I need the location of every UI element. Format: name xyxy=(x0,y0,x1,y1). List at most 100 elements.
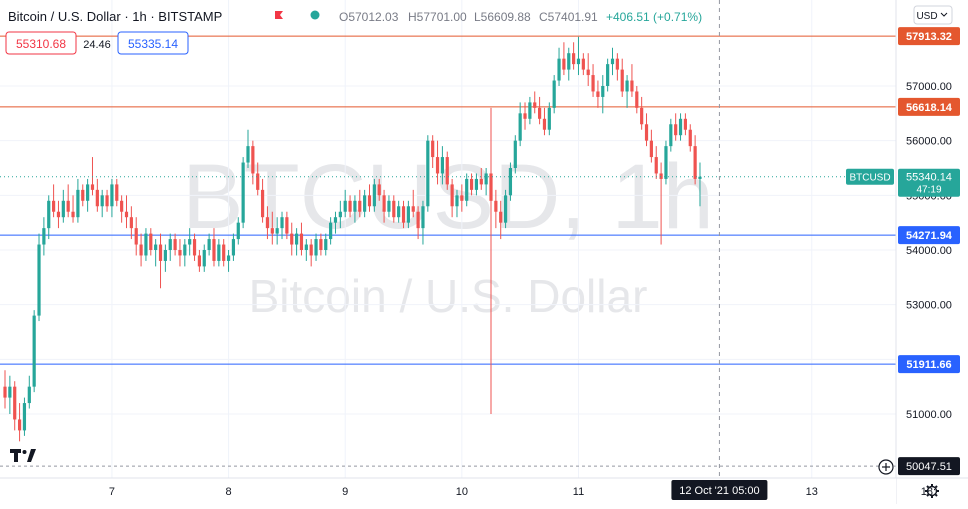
candle xyxy=(139,233,143,267)
candle-body xyxy=(178,249,182,256)
ohlc-high: H57701.00 xyxy=(408,10,467,24)
candle-body xyxy=(547,107,551,130)
candle xyxy=(163,244,167,272)
candle-body xyxy=(542,118,547,130)
candle-body xyxy=(698,176,702,179)
time-tick-label: 8 xyxy=(225,486,231,498)
candle-body xyxy=(576,58,581,65)
candle xyxy=(61,189,65,223)
candle xyxy=(66,184,70,218)
currency-selector[interactable]: USD xyxy=(913,5,953,25)
candle-body xyxy=(401,206,406,223)
add-level-button[interactable] xyxy=(878,459,894,475)
candle xyxy=(86,178,90,212)
candle-body xyxy=(533,102,537,108)
tradingview-logo-icon[interactable] xyxy=(10,449,36,462)
candle-body xyxy=(450,184,454,207)
countdown-label: 47:19 xyxy=(916,185,941,196)
candle xyxy=(450,178,454,218)
candle xyxy=(397,200,401,223)
candle-body xyxy=(523,113,527,119)
candle xyxy=(309,239,313,267)
candle-body xyxy=(81,189,85,201)
candle xyxy=(669,118,673,152)
candle-body xyxy=(348,200,352,212)
candle-body xyxy=(129,217,133,229)
price-tick-label: 56000.00 xyxy=(906,136,952,148)
candle-body xyxy=(688,129,692,147)
candle-body xyxy=(265,217,270,229)
candle xyxy=(178,239,182,267)
candle-body xyxy=(154,244,158,250)
candle xyxy=(324,233,328,256)
candle xyxy=(659,162,663,245)
candle-body xyxy=(86,184,90,201)
candle-body xyxy=(635,91,639,108)
candle-body xyxy=(460,195,464,201)
gear-icon[interactable] xyxy=(925,484,939,498)
price-scale[interactable] xyxy=(896,0,968,504)
price-tick-label: 57000.00 xyxy=(906,81,952,93)
candle-body xyxy=(134,228,138,245)
candle-body xyxy=(188,239,192,245)
candle xyxy=(192,233,197,261)
ohlc-open: O57012.03 xyxy=(339,10,399,24)
candle-body xyxy=(52,200,56,212)
grid xyxy=(0,0,929,478)
candle-body xyxy=(421,206,425,229)
candle-body xyxy=(469,178,474,190)
candle-body xyxy=(567,53,571,70)
candle-body xyxy=(120,200,124,212)
candle xyxy=(586,53,590,86)
candle xyxy=(275,217,279,245)
candle-body xyxy=(358,200,362,212)
candle-body xyxy=(260,189,265,218)
candle-body xyxy=(406,206,410,223)
candle xyxy=(8,375,12,414)
candle-body xyxy=(314,239,318,256)
buy-button[interactable]: 55335.14 xyxy=(117,31,189,55)
candle-body xyxy=(236,222,240,240)
candle-body xyxy=(474,178,479,190)
candle-body xyxy=(105,195,109,207)
candle xyxy=(435,140,440,185)
symbol-title[interactable]: Bitcoin / U.S. Dollar · 1h · BITSTAMP xyxy=(8,9,222,24)
candle xyxy=(406,200,410,229)
candle xyxy=(445,151,449,190)
candle-body xyxy=(372,184,376,207)
candle-body xyxy=(377,184,381,196)
candle-body xyxy=(17,419,22,431)
sell-button[interactable]: 55310.68 xyxy=(5,31,77,55)
candle-body xyxy=(304,244,308,250)
candle xyxy=(246,129,250,168)
candle-body xyxy=(231,239,236,256)
candle-body xyxy=(222,244,226,261)
candle xyxy=(382,189,386,223)
candle-body xyxy=(309,244,313,256)
candle xyxy=(22,397,27,436)
candle xyxy=(76,178,80,223)
candle xyxy=(508,162,513,201)
candle xyxy=(392,195,396,223)
candle-body xyxy=(226,255,231,261)
candle-body xyxy=(649,140,653,158)
candle-body xyxy=(416,211,420,229)
candle xyxy=(455,189,459,218)
candle xyxy=(664,140,668,185)
candle xyxy=(188,228,192,256)
candle xyxy=(683,113,687,136)
flag-icon[interactable] xyxy=(275,11,283,19)
candle-body xyxy=(212,239,216,261)
crosshair-time-bg xyxy=(671,480,768,500)
candle-body xyxy=(397,206,401,218)
candle-body xyxy=(275,228,279,234)
candle xyxy=(120,195,124,223)
candle-body xyxy=(674,124,678,136)
candle-body xyxy=(606,64,610,86)
candle xyxy=(13,381,17,431)
candle-body xyxy=(465,178,469,201)
time-tick-label: 11 xyxy=(573,486,584,498)
candle xyxy=(542,107,547,136)
